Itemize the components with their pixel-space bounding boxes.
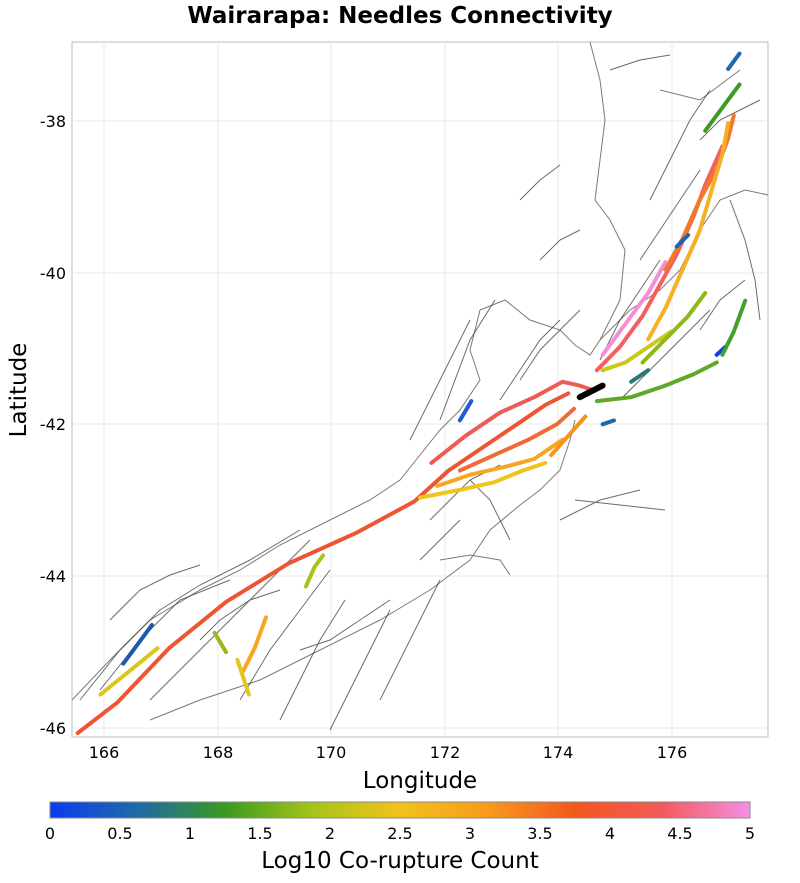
colorbar-tick-label: 3.5 <box>527 824 552 843</box>
colorbar-label: Log10 Co-rupture Count <box>261 848 538 874</box>
colorbar-tick-label: 1 <box>185 824 195 843</box>
rupture-trace-ruahine <box>646 121 731 342</box>
rupture-trace-hope <box>418 460 548 500</box>
rupture-trace-sw-yellow2 <box>235 657 251 697</box>
rupture-trace-bop-blue <box>674 233 691 249</box>
colorbar-tick-label: 5 <box>745 824 755 843</box>
rupture-trace-east-green <box>720 298 748 357</box>
y-tick-label: -38 <box>40 112 66 131</box>
rupture-trace-ne-blue <box>726 51 742 71</box>
y-tick-label: -46 <box>40 719 66 738</box>
fault-network <box>79 54 761 731</box>
x-tick-label: 170 <box>316 743 347 762</box>
rupture-trace-ohariu <box>600 260 668 357</box>
x-tick-label: 172 <box>430 743 461 762</box>
rupture-trace-hanmer-lime <box>303 553 325 589</box>
y-tick-labels: -38 -40 -42 -44 -46 <box>40 112 66 738</box>
rupture-trace-sw-yellow <box>98 646 160 697</box>
rupture-trace-wairau <box>429 379 594 465</box>
rupture-trace-sw-orange <box>241 615 268 674</box>
rupture-trace-cook-blue <box>600 418 616 427</box>
rupture-trace-n-lean <box>640 291 708 365</box>
colorbar <box>49 801 751 819</box>
rupture-trace-sw-blue <box>121 623 154 666</box>
rupture-trace-awatere <box>457 406 576 473</box>
rupture-trace-wairarapa-east <box>594 360 719 404</box>
rupture-trace-clarence <box>435 437 565 488</box>
rupture-traces <box>75 51 748 736</box>
colorbar-tick-labels: 0 0.5 1 1.5 2 2.5 3 3.5 4 4.5 5 <box>45 824 755 843</box>
rupture-trace-east-teal <box>629 368 651 384</box>
rupture-trace-sw-lime <box>212 630 228 655</box>
rupture-trace-kekerengu <box>549 414 588 458</box>
colorbar-tick-label: 3 <box>465 824 475 843</box>
grid <box>72 42 768 737</box>
colorbar-tick-label: 2 <box>325 824 335 843</box>
colorbar-tick-label: 4.5 <box>667 824 692 843</box>
rupture-trace-alpine <box>75 391 571 736</box>
x-axis-label: Longitude <box>363 768 477 794</box>
y-tick-label: -44 <box>40 567 66 586</box>
x-tick-label: 168 <box>203 743 234 762</box>
colorbar-tick-label: 0.5 <box>107 824 132 843</box>
plot-area <box>71 41 769 738</box>
x-tick-label: 166 <box>89 743 120 762</box>
rupture-trace-marlb-blue <box>457 399 474 423</box>
x-tick-labels: 166 168 170 172 174 176 <box>89 743 688 762</box>
y-tick-label: -42 <box>40 415 66 434</box>
x-tick-label: 174 <box>543 743 574 762</box>
x-tick-label: 176 <box>657 743 688 762</box>
y-axis-label: Latitude <box>6 343 32 438</box>
colorbar-tick-label: 1.5 <box>247 824 272 843</box>
colorbar-tick-label: 4 <box>605 824 615 843</box>
rupture-trace-taranaki-arc <box>600 329 673 373</box>
colorbar-tick-label: 0 <box>45 824 55 843</box>
y-tick-label: -40 <box>40 264 66 283</box>
rupture-trace-ne-green <box>703 82 742 133</box>
colorbar-tick-label: 2.5 <box>387 824 412 843</box>
chart-title: Wairarapa: Needles Connectivity <box>187 3 612 29</box>
source-fault-trace <box>576 382 606 401</box>
